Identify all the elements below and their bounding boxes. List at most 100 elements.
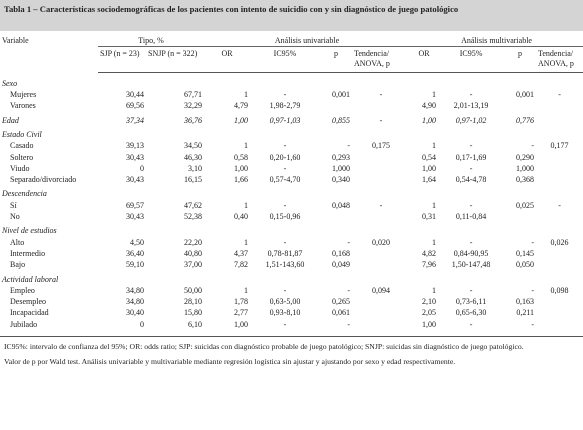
empty-cell <box>536 185 583 199</box>
cell: 0,061 <box>332 308 350 318</box>
cell: 1 <box>244 200 248 210</box>
data-row: Incapacidad 30,40 15,80 2,77 0,93-8,10 0,061 2… <box>0 307 583 318</box>
cell: 1,000 <box>332 163 350 173</box>
empty-cell <box>146 185 204 199</box>
cell: 0,168 <box>332 248 350 258</box>
cell: 0,58 <box>234 152 248 162</box>
cell: 1 <box>432 200 437 210</box>
data-row: Separado/divorciado 30,43 16,15 1,66 0,57-4,… <box>0 174 583 185</box>
data-row: Mujeres 30,44 67,71 1 - 0,001 - 1 - 0,001 - <box>0 89 583 100</box>
cell: - <box>283 319 287 329</box>
cell: 1,51-143,60 <box>265 260 305 270</box>
cell: 0,15-0,96 <box>269 212 301 222</box>
empty-cell <box>204 73 250 89</box>
column-header: p <box>504 46 537 74</box>
empty-cell <box>352 126 410 140</box>
cell: 36,76 <box>184 115 202 125</box>
cell: 28,10 <box>184 297 202 307</box>
empty-cell <box>504 271 536 285</box>
empty-cell <box>204 126 250 140</box>
cell: 0,20-1,60 <box>269 152 301 162</box>
cell: 0,145 <box>516 248 535 258</box>
cell: 0,57-4,70 <box>269 175 301 185</box>
cell: - <box>531 237 535 247</box>
cell: 4,50 <box>130 237 144 247</box>
empty-cell <box>352 174 410 185</box>
cell: 2,77 <box>234 308 248 318</box>
cell: - <box>347 141 350 151</box>
cell: 0,84-90,95 <box>453 248 489 258</box>
data-row: No 30,43 52,38 0,40 0,15-0,96 0,31 0,11-0,84 <box>0 211 583 222</box>
row-label: Separado/divorciado <box>10 175 77 185</box>
empty-cell <box>352 152 410 163</box>
cell: 1 <box>432 141 437 151</box>
section-row: Edad 37,34 36,76 1,00 0,97-1,03 0,855 - 1,00 0,9… <box>0 112 583 126</box>
cell: 1,00 <box>234 319 248 329</box>
column-header-row: SJP (n = 23) SNJP (n = 322) OR IC95% p Tenden… <box>0 46 583 74</box>
empty-cell <box>352 248 410 259</box>
empty-cell <box>536 271 583 285</box>
empty-cell <box>352 271 410 285</box>
cell: - <box>347 237 350 247</box>
cell: 69,56 <box>126 101 144 111</box>
empty-cell <box>504 126 536 140</box>
data-row: Jubilado 0 6,10 1,00 - - 1,00 - - <box>0 319 583 336</box>
empty-cell <box>320 222 352 236</box>
cell: - <box>469 163 473 173</box>
cell: 4,90 <box>422 101 437 111</box>
row-label: Soltero <box>10 152 34 162</box>
cell: 4,82 <box>422 248 437 258</box>
cell: 22,20 <box>184 237 202 247</box>
data-row: Viudo 0 3,10 1,00 - 1,000 1,00 - 1,000 <box>0 163 583 174</box>
section-row: Sexo <box>0 73 583 89</box>
empty-cell <box>536 100 583 111</box>
cell: 69,57 <box>126 200 144 210</box>
empty-cell <box>146 222 204 236</box>
column-header: OR <box>204 46 250 74</box>
cell: 0,65-6,30 <box>455 308 487 318</box>
cell: 0,54 <box>422 152 437 162</box>
cell: 0,098 <box>550 285 569 295</box>
empty-cell <box>98 271 146 285</box>
cell: 3,10 <box>188 163 202 173</box>
cell: 34,50 <box>184 141 202 151</box>
empty-cell <box>536 222 583 236</box>
cell: 0,63-5,00 <box>269 297 301 307</box>
cell: 1 <box>244 90 248 100</box>
cell: 34,80 <box>126 297 144 307</box>
empty-cell <box>320 126 352 140</box>
empty-cell <box>146 126 204 140</box>
cell: 0,025 <box>516 200 535 210</box>
empty-cell <box>410 222 438 236</box>
column-header: SNJP (n = 322) <box>146 46 204 74</box>
cell: 7,82 <box>234 260 248 270</box>
empty-cell <box>250 222 320 236</box>
footnote: Valor de p por Wald test. Análisis univa… <box>4 356 456 366</box>
cell: 37,00 <box>184 260 202 270</box>
cell: 30,43 <box>126 212 144 222</box>
table-head: Variable Tipo, % Análisis univariable An… <box>0 31 583 74</box>
data-row: Empleo 34,80 50,00 1 - - 0,094 1 - - 0,098 <box>0 285 583 296</box>
section-label: Nivel de estudios <box>2 226 57 236</box>
cell: 1,000 <box>516 163 535 173</box>
empty-cell <box>536 126 583 140</box>
empty-cell <box>352 319 410 336</box>
empty-cell <box>536 259 583 270</box>
cell: 30,44 <box>126 90 144 100</box>
data-row: Desempleo 34,80 28,10 1,78 0,63-5,00 0,265 2,1… <box>0 296 583 307</box>
cell: 0,11-0,84 <box>455 212 487 222</box>
empty-cell <box>504 73 536 89</box>
empty-cell <box>146 271 204 285</box>
empty-cell <box>352 222 410 236</box>
cell: - <box>469 141 473 151</box>
empty-cell <box>320 73 352 89</box>
cell: 0,54-4,78 <box>455 175 487 185</box>
data-row: Sí 69,57 47,62 1 - 0,048 - 1 - 0,025 - <box>0 200 583 211</box>
data-row: Intermedio 36,40 40,80 4,37 0,78-81,87 0,168 4… <box>0 248 583 259</box>
empty-cell <box>536 112 583 126</box>
cell: - <box>283 237 287 247</box>
empty-cell <box>204 222 250 236</box>
section-label: Descendencia <box>2 189 47 199</box>
cell: 1 <box>244 141 248 151</box>
empty-cell <box>204 271 250 285</box>
